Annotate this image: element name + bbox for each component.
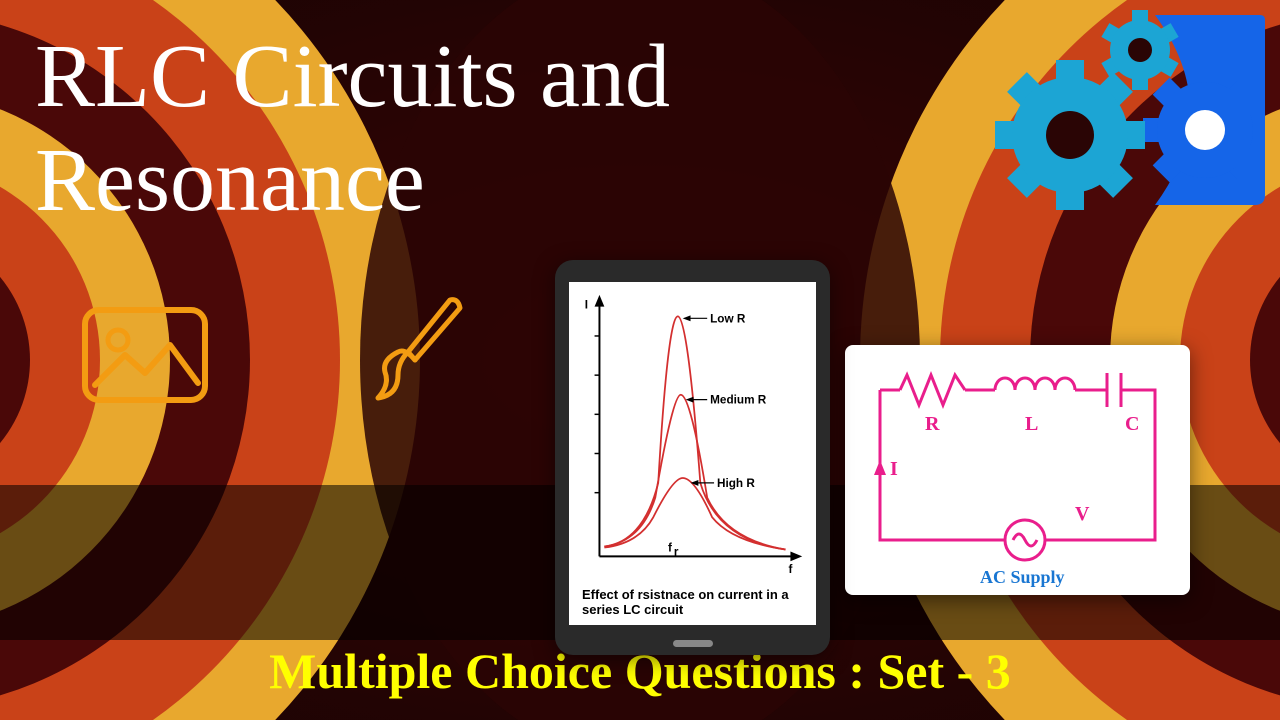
curve-label-low: Low R [710,312,746,325]
chart-caption: Effect of rsistnace on current in a seri… [582,587,803,618]
supply-label: AC Supply [980,567,1065,587]
title-line-2: Resonance [35,129,670,233]
page-title: RLC Circuits and Resonance [35,25,670,232]
fr-label: f [668,541,672,554]
l-label: L [1025,413,1038,435]
title-line-1: RLC Circuits and [35,25,670,129]
i-label: I [890,458,898,480]
resonance-chart-tablet: I f f r Low R Medium R High R Effect of … [555,260,830,655]
curve-label-high: High R [717,477,755,490]
rlc-circuit-diagram: R L C I V AC Supply [845,345,1190,595]
paintbrush-icon [360,290,470,410]
curve-label-med: Medium R [710,394,767,407]
y-axis-label: I [585,299,588,312]
image-icon [80,305,210,405]
r-label: R [925,413,940,435]
tablet-home-button [673,640,713,647]
gears-logo [975,10,1265,210]
c-label: C [1125,413,1139,435]
x-axis-label: f [788,563,792,576]
svg-text:r: r [674,545,679,558]
v-label: V [1075,503,1090,525]
resonance-chart: I f f r Low R Medium R High R Effect of … [574,287,811,620]
